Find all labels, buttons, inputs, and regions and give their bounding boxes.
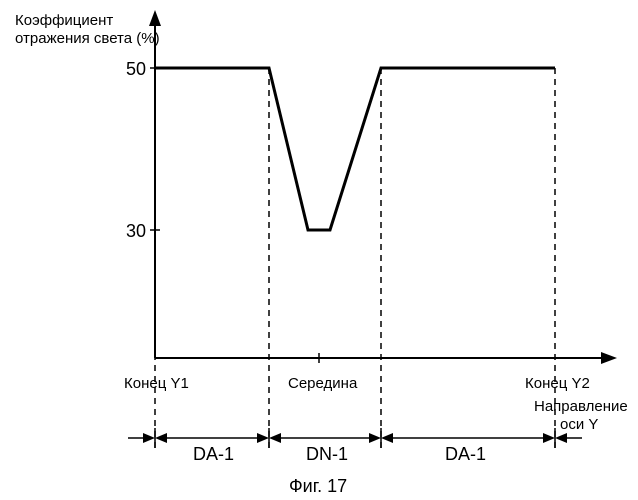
y-axis-arrow bbox=[149, 10, 161, 26]
direction-label-2: оси Y bbox=[560, 416, 598, 433]
y-axis-label-2: отражения света (%) bbox=[15, 30, 160, 47]
direction-label-1: Направление bbox=[534, 398, 628, 415]
region-da1-right: DA-1 bbox=[445, 444, 486, 464]
y-tick-label-50: 50 bbox=[126, 59, 146, 79]
dim-dn1-head-r bbox=[369, 433, 381, 443]
region-da1-left: DA-1 bbox=[193, 444, 234, 464]
figure-container: Коэффициент отражения света (%) 50 30 Ко… bbox=[0, 0, 638, 500]
dim-arrow-outer-right-head bbox=[555, 433, 567, 443]
dim-arrow-outer-left-head bbox=[143, 433, 155, 443]
dim-da1-right-head-l bbox=[381, 433, 393, 443]
x-label-mid: Середина bbox=[288, 375, 358, 392]
data-line bbox=[155, 68, 555, 230]
x-label-y1: Конец Y1 bbox=[124, 375, 189, 392]
dim-dn1-head-l bbox=[269, 433, 281, 443]
x-label-y2: Конец Y2 bbox=[525, 375, 590, 392]
y-axis-label-1: Коэффициент bbox=[15, 12, 113, 29]
dim-da1-right-head-r bbox=[543, 433, 555, 443]
region-dn1: DN-1 bbox=[306, 444, 348, 464]
chart-svg: Коэффициент отражения света (%) 50 30 Ко… bbox=[0, 0, 638, 500]
y-tick-label-30: 30 bbox=[126, 221, 146, 241]
dim-da1-left-head-l bbox=[155, 433, 167, 443]
dim-da1-left-head-r bbox=[257, 433, 269, 443]
figure-caption: Фиг. 17 bbox=[289, 476, 347, 496]
x-axis-arrow bbox=[601, 352, 617, 364]
